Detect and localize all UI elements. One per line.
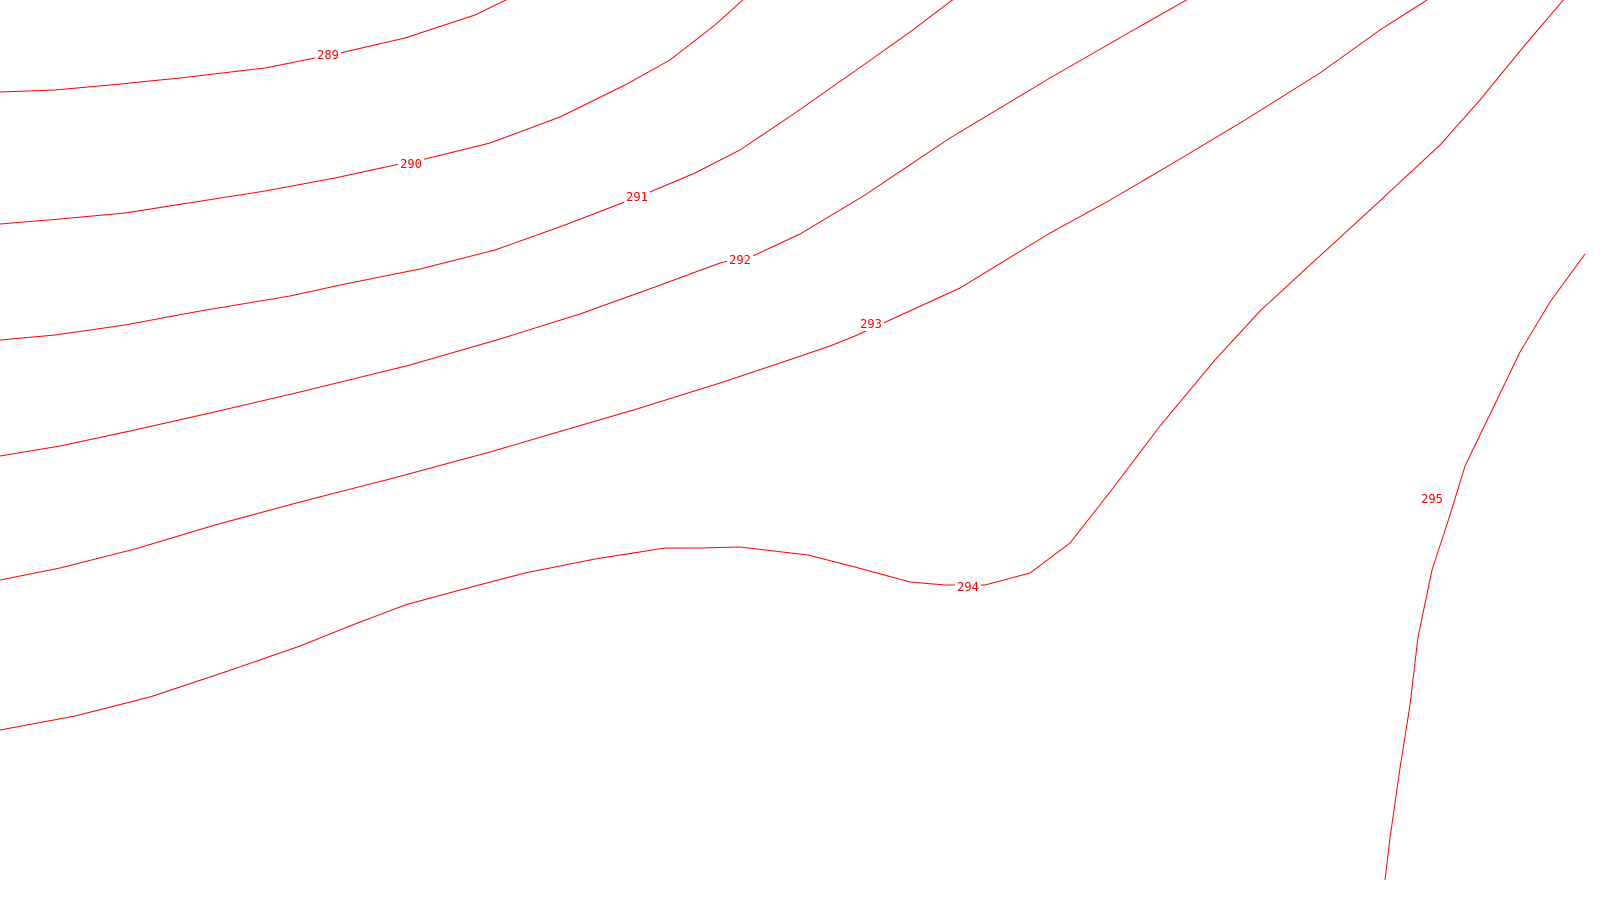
contour-line-291 <box>0 0 954 341</box>
contour-line-295 <box>1384 253 1586 881</box>
contour-line-293 <box>0 0 1428 581</box>
contour-label-background <box>315 48 341 62</box>
contour-293: 293 <box>0 0 1428 581</box>
contour-label-289: 289 <box>317 48 339 62</box>
contour-label-background <box>727 253 753 267</box>
contour-line-292 <box>0 0 1188 457</box>
contour-label-background <box>858 317 884 331</box>
contour-295: 295 <box>1384 253 1586 881</box>
contour-label-background <box>624 190 650 204</box>
contour-290: 290 <box>0 0 744 225</box>
contour-line-289 <box>0 0 508 93</box>
contour-294: 294 <box>0 0 1564 731</box>
contour-label-background <box>398 157 424 171</box>
contour-label-background <box>955 580 981 594</box>
contour-label-290: 290 <box>400 157 422 171</box>
contour-label-291: 291 <box>626 190 648 204</box>
contour-292: 292 <box>0 0 1188 457</box>
contour-label-292: 292 <box>729 253 751 267</box>
contour-289: 289 <box>0 0 508 93</box>
contour-291: 291 <box>0 0 954 341</box>
contour-label-294: 294 <box>957 580 979 594</box>
contour-label-background <box>1419 492 1445 506</box>
contour-label-295: 295 <box>1421 492 1443 506</box>
contour-line-294 <box>0 0 1564 731</box>
contour-label-293: 293 <box>860 317 882 331</box>
